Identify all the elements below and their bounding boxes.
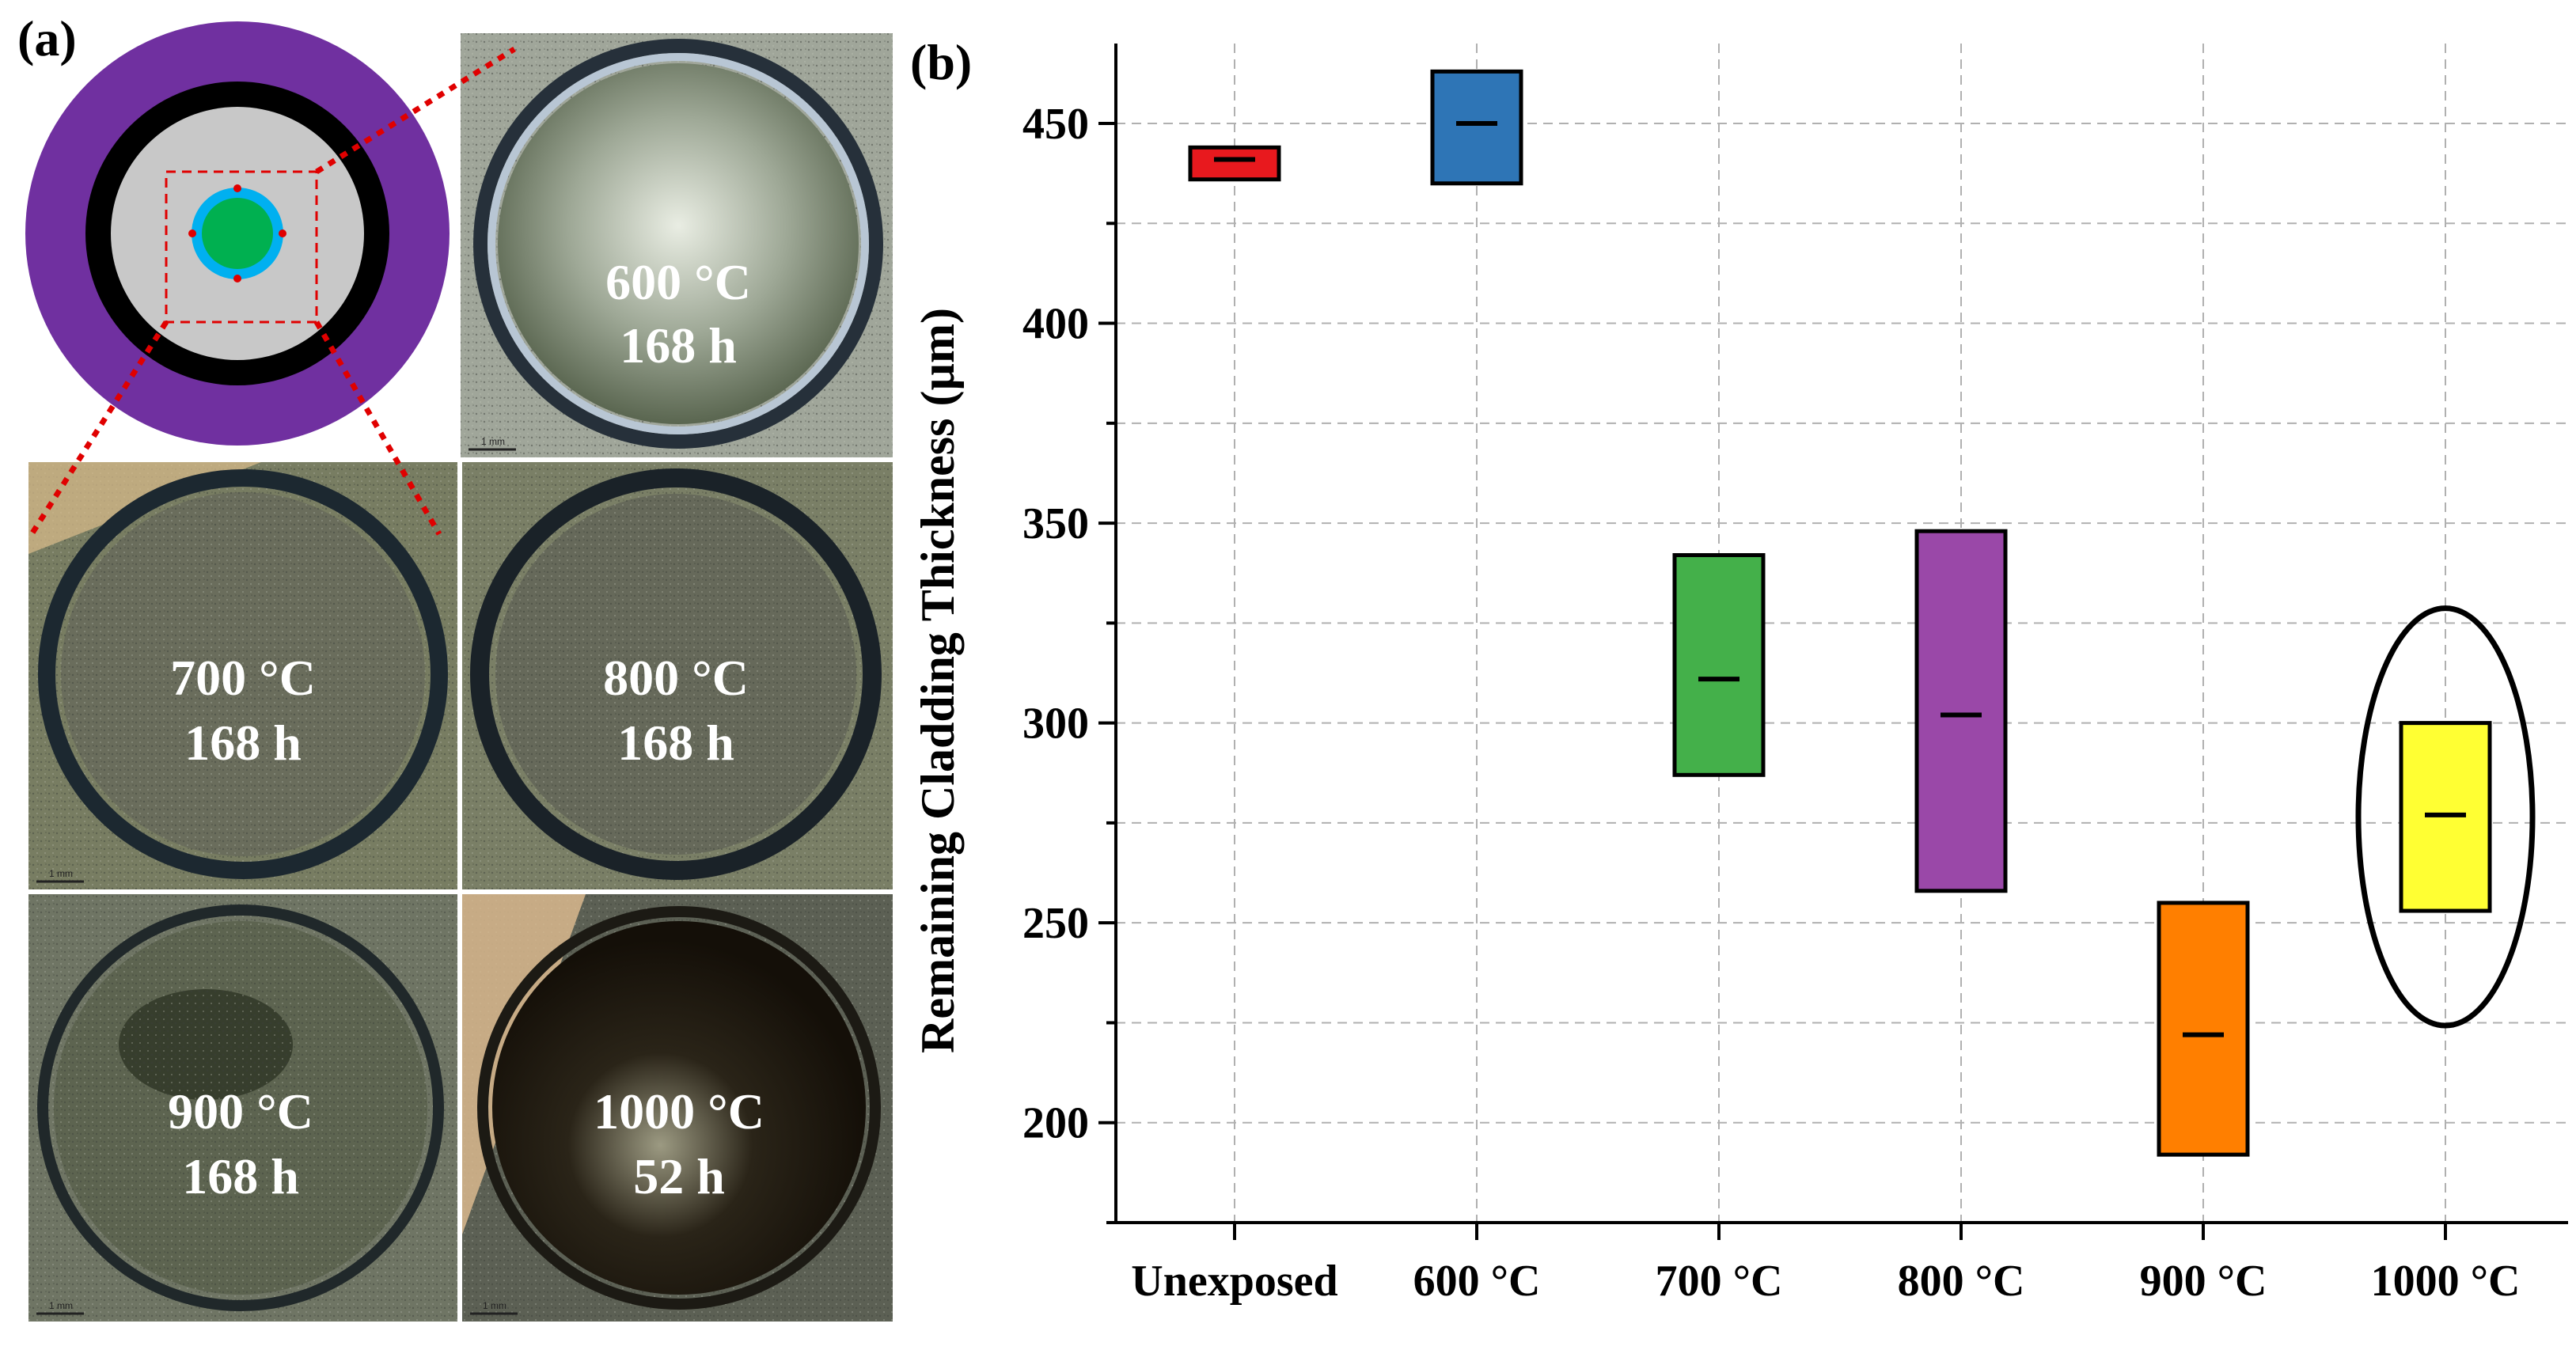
tick-labels: 200 250 300 350 400 450 Unexposed 600 °C 700 °C 8… [1022,100,2520,1306]
photo-1000: 1000 °C 52 h 1 mm [462,894,893,1322]
panel-a: (a) 600 °C 168 h 1 mm [17,10,893,1322]
y-tick-label: 400 [1022,300,1089,349]
photo-temp: 700 °C [170,650,316,706]
highlight-ellipse [2355,605,2536,1029]
box [1672,553,1766,777]
photo-time: 168 h [182,1148,299,1204]
panel-b: (b) 200 250 300 350 400 450 Unexposed 600 °C 700… [910,34,2568,1306]
x-tick-label: 800 °C [1898,1257,2025,1306]
photo-900: 900 °C 168 h 1 mm [28,894,457,1322]
photo-temp: 800 °C [603,650,749,706]
x-tick-label: 1000 °C [2371,1257,2521,1306]
y-axis-title: Remaining Cladding Thickness (µm) [912,308,964,1053]
photo-time: 168 h [617,715,734,771]
y-tick-label: 250 [1022,899,1089,948]
y-tick-label: 200 [1022,1099,1089,1148]
x-tick-label: 700 °C [1656,1257,1783,1306]
photo-temp: 1000 °C [594,1083,764,1140]
photo-time: 168 h [620,317,737,374]
box [1188,145,1281,182]
defect-dot [188,229,196,237]
y-tick-label: 350 [1022,499,1089,548]
schematic [25,21,450,446]
y-tick-label: 300 [1022,700,1089,749]
photo-time: 52 h [633,1148,725,1204]
y-tick-label: 450 [1022,100,1089,149]
photo-temp: 600 °C [605,254,751,310]
defect-dot [279,229,286,237]
grid [1116,44,2568,1223]
zoom-connectors [29,47,516,536]
x-tick-label: 900 °C [2140,1257,2267,1306]
x-tick-label: Unexposed [1131,1257,1337,1306]
box [1914,529,2008,893]
panel-b-label: (b) [910,34,972,90]
panel-a-label: (a) [17,10,77,66]
axes [1098,44,2568,1240]
zoom-box [165,170,318,324]
photo-700: 700 °C 168 h 1 mm [28,462,457,889]
photo-800: 800 °C 168 h [462,462,893,889]
boxes [1188,69,2536,1157]
scale-label: 1 mm [49,1300,73,1311]
scale-label: 1 mm [483,1300,506,1311]
box [2157,901,2250,1157]
photo-temp: 900 °C [168,1083,313,1140]
core-disk [202,198,273,269]
box [1430,69,1523,186]
photo-time: 168 h [184,715,302,771]
photo-600: 600 °C 168 h 1 mm [461,33,893,457]
defect-dot [233,275,241,283]
defect-dot [233,184,241,192]
scale-label: 1 mm [481,436,505,447]
scale-label: 1 mm [49,868,73,879]
x-tick-label: 600 °C [1413,1257,1541,1306]
